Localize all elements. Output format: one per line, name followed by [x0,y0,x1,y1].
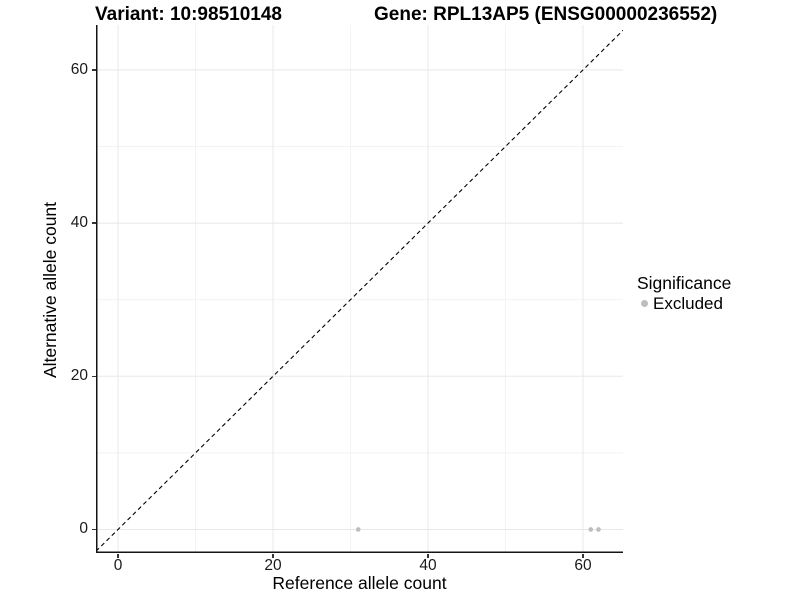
identity-line [96,29,623,552]
x-tick-label: 40 [419,557,437,574]
legend-entry: Excluded [637,294,731,313]
y-tick-label: 20 [70,367,88,385]
y-tick-label: 0 [79,520,88,538]
legend-entries: Excluded [637,294,731,313]
y-axis-title: Alternative allele count [40,201,60,379]
y-tick-mark [91,375,96,378]
y-tick-mark [91,222,96,224]
x-tick-label: 60 [574,557,592,574]
plot-canvas [96,25,623,553]
y-tick-mark [91,69,96,71]
data-point [588,527,594,532]
plot-title-gene: Gene: RPL13AP5 (ENSG00000236552) [374,4,718,25]
legend-title: Significance [637,273,732,293]
x-axis-title: Reference allele count [272,573,447,593]
legend-entry-label: Excluded [653,293,723,313]
data-point [596,527,601,532]
plot-panel [96,25,623,553]
x-tick-mark [427,553,429,558]
legend: Significance Excluded [637,274,731,313]
plot-title-variant: Variant: 10:98510148 [95,4,282,25]
data-point [355,527,361,532]
y-tick-mark [91,528,96,531]
x-tick-label: 20 [264,557,282,574]
legend-key-dot [641,300,648,307]
x-tick-mark [272,553,274,558]
y-tick-label: 60 [70,60,88,78]
y-tick-label: 40 [70,214,88,232]
x-tick-label: 0 [113,557,123,574]
x-tick-mark [582,553,584,558]
x-tick-mark [117,553,119,558]
